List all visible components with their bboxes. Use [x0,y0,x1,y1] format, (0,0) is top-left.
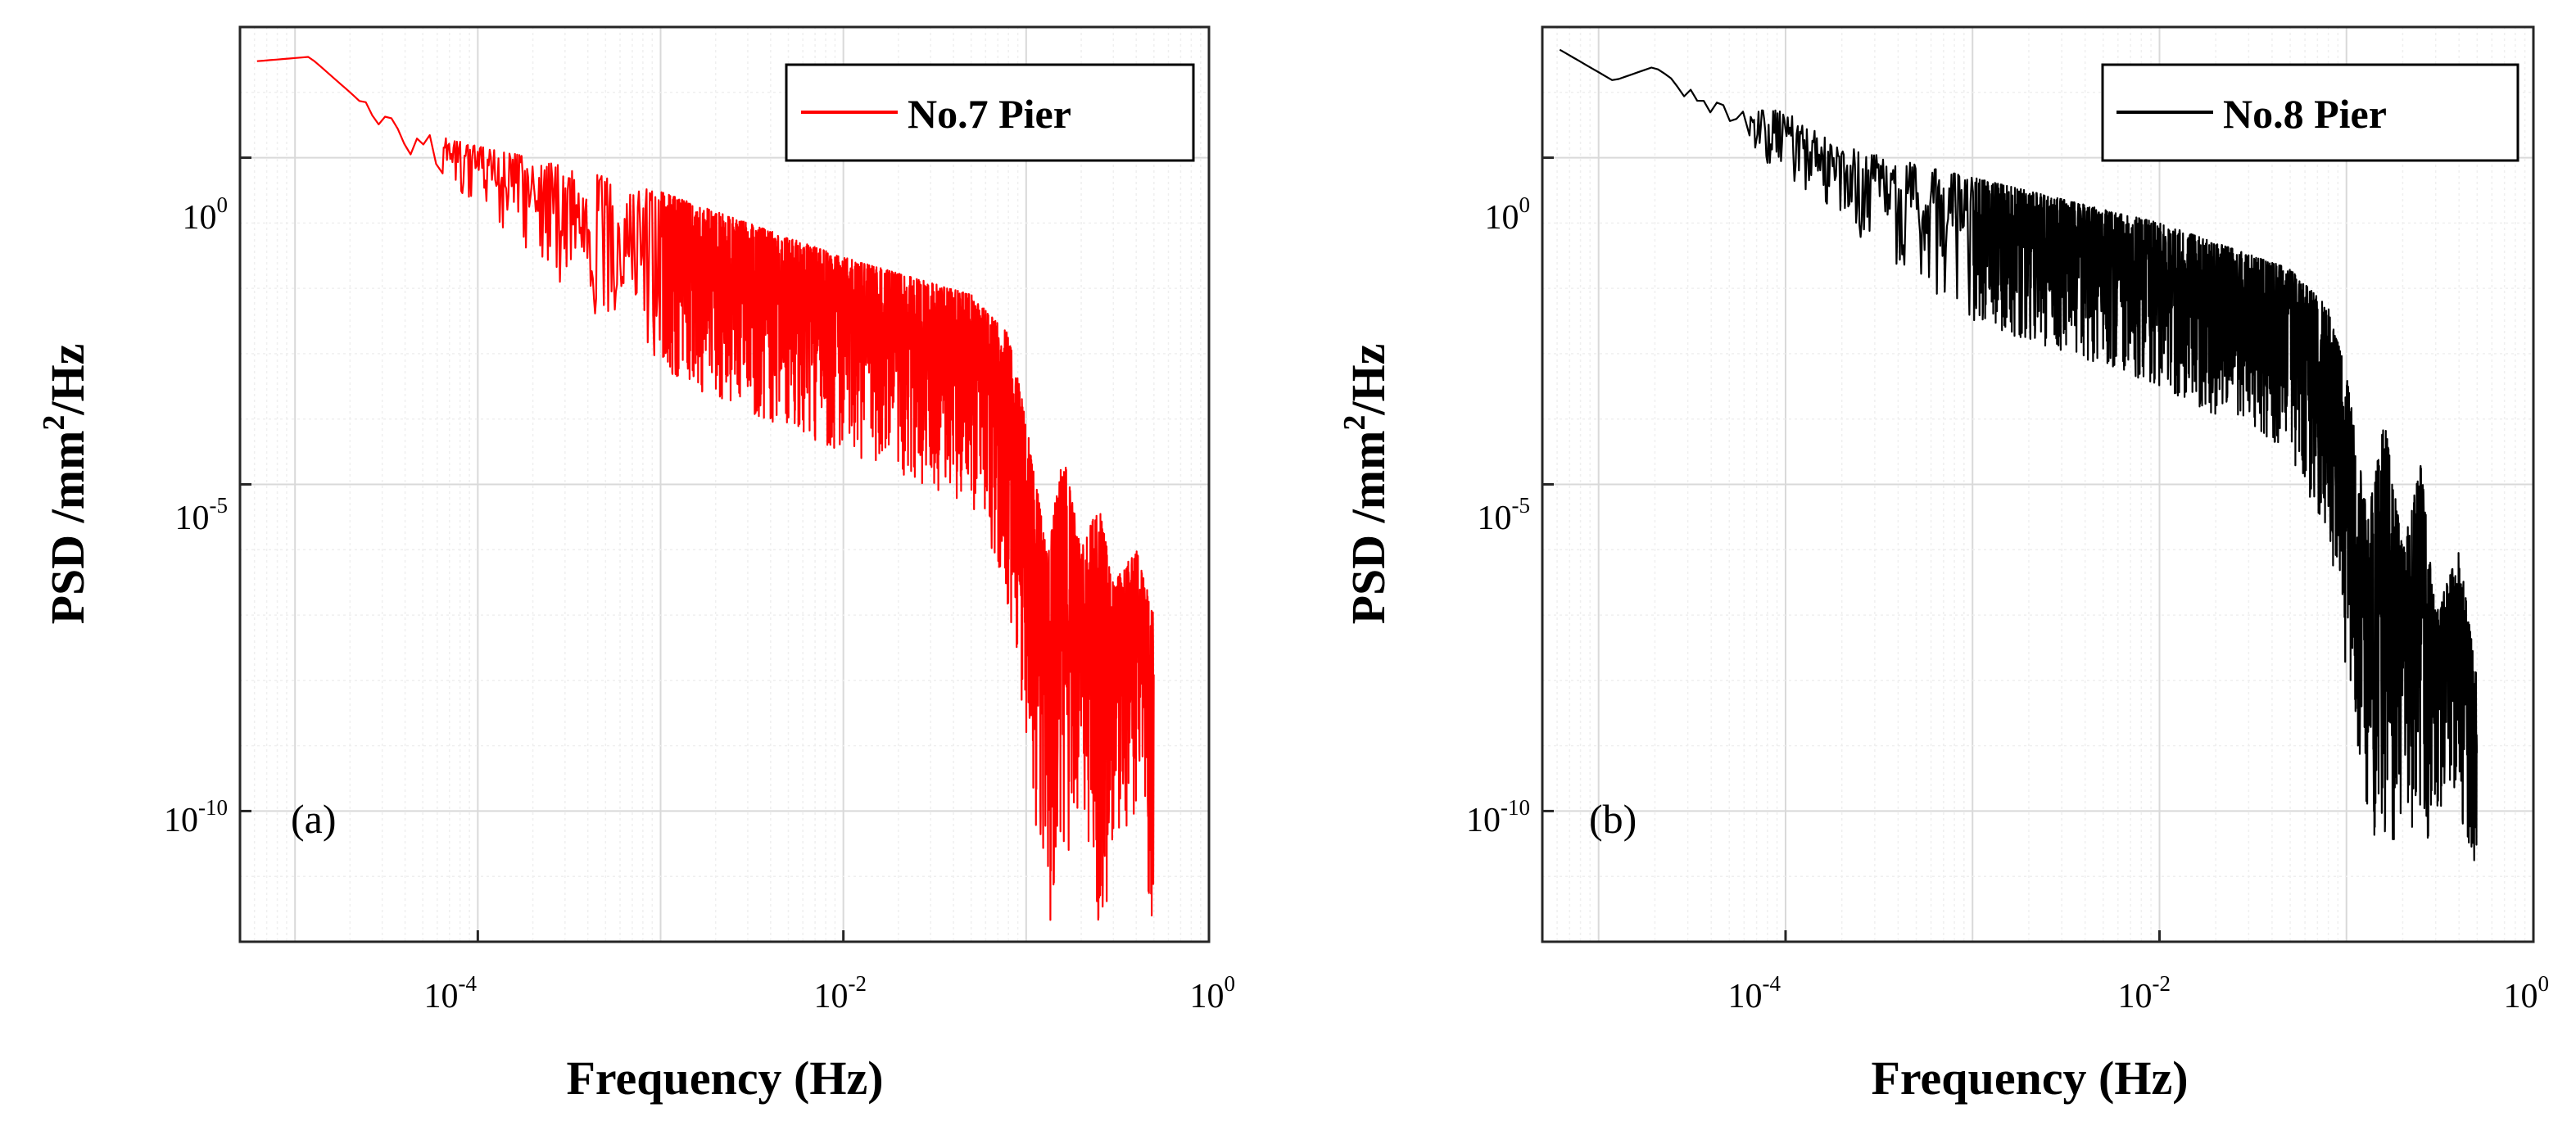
x-tick-label: 10-2 [814,971,867,1015]
y-axis-label: PSD /mm2/Hz [1338,344,1395,625]
legend: No.8 Pier [2101,63,2519,162]
y-tick-labels: 100 10-5 10-10 [1466,192,1530,839]
x-tick-labels: 10-4 10-2 100 [1728,971,2550,1015]
series-line [256,56,1155,921]
series-line [1559,48,2479,861]
y-tick-label: 100 [183,192,229,237]
chart-panel-b: No.8 Pier (b) 10-4 10-2 100 100 10-5 10-… [1338,25,2550,1105]
x-axis-label: Frequency (Hz) [566,1051,883,1105]
x-tick-label: 10-4 [1728,971,1781,1015]
legend-label: No.7 Pier [908,91,1071,137]
x-tick-label: 100 [1190,971,1236,1015]
y-tick-label: 10-5 [1478,493,1531,537]
legend: No.7 Pier [785,63,1195,162]
x-tick-label: 10-2 [2118,971,2171,1015]
legend-label: No.8 Pier [2223,91,2387,137]
panel-label: (a) [291,796,337,842]
series-group [256,56,1155,921]
series-group [1559,48,2479,861]
y-tick-label: 10-5 [175,493,229,537]
x-axis-label: Frequency (Hz) [1871,1051,2188,1105]
x-tick-labels: 10-4 10-2 100 [424,971,1236,1015]
y-tick-label: 10-10 [1466,795,1530,839]
x-tick-label: 100 [2504,971,2550,1015]
y-tick-label: 10-10 [164,795,228,839]
panel-label: (b) [1589,796,1637,842]
y-tick-labels: 100 10-5 10-10 [164,192,228,839]
plot-frame [1541,25,2535,943]
y-axis-label: PSD /mm2/Hz [37,344,94,625]
x-tick-label: 10-4 [424,971,478,1015]
plot-frame [238,25,1211,943]
chart-panel-a: No.7 Pier (a) 10-4 10-2 100 100 10-5 10-… [37,25,1236,1105]
y-tick-label: 100 [1485,192,1531,237]
